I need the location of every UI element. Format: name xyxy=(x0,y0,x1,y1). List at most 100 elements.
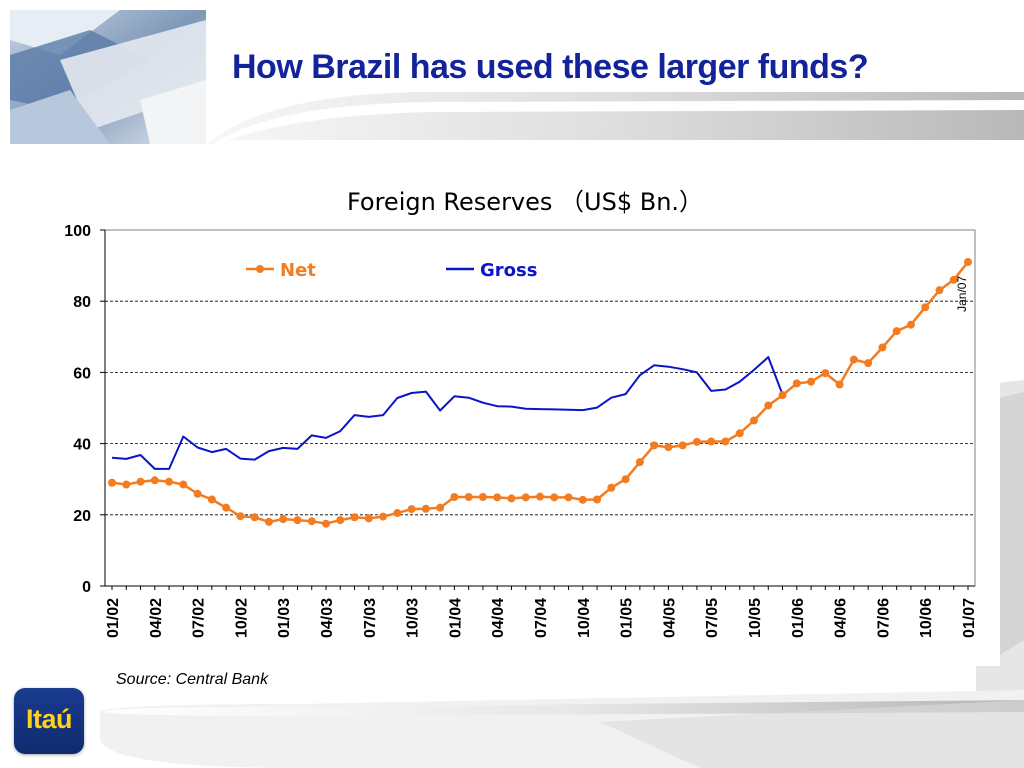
net-point xyxy=(507,494,516,503)
net-point xyxy=(264,517,273,526)
net-point xyxy=(735,429,744,438)
net-point xyxy=(878,343,887,352)
legend-net-label: Net xyxy=(280,260,316,281)
net-point xyxy=(207,495,216,504)
x-tick-label: 07/02 xyxy=(191,598,208,638)
x-tick-label: 01/05 xyxy=(619,598,636,638)
net-point xyxy=(949,275,958,284)
grid-lines xyxy=(105,300,975,516)
net-point xyxy=(393,509,402,518)
logo-text: Itaú xyxy=(25,704,73,734)
legend-net-marker xyxy=(256,265,264,273)
net-point xyxy=(664,443,673,452)
net-point xyxy=(964,258,972,267)
net-point xyxy=(778,391,787,400)
x-tick-label: 10/06 xyxy=(918,598,935,638)
net-point xyxy=(108,478,116,487)
net-point xyxy=(607,483,616,492)
net-point xyxy=(193,489,202,498)
jan07-annotation: Jan/07 xyxy=(955,276,969,312)
net-point xyxy=(236,512,245,521)
x-tick-label: 01/06 xyxy=(790,598,807,638)
net-point xyxy=(906,320,915,329)
y-tick-label: 0 xyxy=(82,579,91,596)
y-tick-labels: 0 20 40 60 80 100 xyxy=(64,223,91,596)
net-point xyxy=(921,303,930,312)
net-point xyxy=(750,416,758,425)
net-point xyxy=(350,513,359,522)
net-point xyxy=(250,513,259,522)
net-point xyxy=(407,505,416,514)
y-tick-label: 80 xyxy=(73,294,91,311)
net-point xyxy=(450,493,459,501)
net-point xyxy=(478,493,487,501)
net-point xyxy=(650,441,659,450)
x-tick-label: 10/05 xyxy=(747,598,764,638)
chart-title: Foreign Reserves （US$ Bn.） xyxy=(347,188,703,216)
x-tick-label: 10/04 xyxy=(576,598,593,638)
plot-area xyxy=(104,229,976,587)
net-point xyxy=(864,359,873,368)
net-point xyxy=(892,327,901,336)
net-point xyxy=(165,477,174,486)
x-tick-label: 04/06 xyxy=(833,598,850,638)
slide-title: How Brazil has used these larger funds? xyxy=(232,48,869,86)
net-point xyxy=(279,515,288,524)
x-tick-label: 07/04 xyxy=(533,598,550,638)
net-point xyxy=(364,514,373,523)
net-point xyxy=(521,493,530,502)
net-point xyxy=(721,437,730,446)
x-tick-label: 07/03 xyxy=(362,598,379,638)
y-tick-label: 100 xyxy=(64,223,91,240)
net-point xyxy=(379,512,388,521)
net-point xyxy=(849,355,858,364)
x-tick-label: 01/03 xyxy=(276,598,293,638)
net-point xyxy=(136,477,145,486)
net-point xyxy=(635,458,644,467)
axes xyxy=(100,229,975,590)
y-tick-label: 20 xyxy=(73,508,91,525)
x-tick-label: 04/03 xyxy=(319,598,336,638)
net-point xyxy=(935,286,944,295)
x-tick-label: 01/02 xyxy=(105,598,122,638)
net-point xyxy=(336,516,345,525)
net-point xyxy=(692,437,701,446)
x-tick-label: 01/07 xyxy=(961,598,978,638)
net-point xyxy=(707,437,716,446)
legend-gross-label: Gross xyxy=(480,260,537,281)
net-point xyxy=(678,441,687,450)
chart-panel: Foreign Reserves （US$ Bn.） 0 20 40 60 80 100 … xyxy=(38,170,1000,666)
net-point xyxy=(792,379,801,388)
itau-logo: Itaú xyxy=(14,688,84,754)
net-point xyxy=(322,519,330,528)
net-point xyxy=(307,517,316,526)
y-tick-label: 40 xyxy=(73,437,91,454)
series-lines xyxy=(108,258,972,528)
net-point xyxy=(421,504,430,513)
net-point xyxy=(150,476,159,485)
x-tick-labels: 01/02 04/02 07/02 10/02 01/03 04/03 07/03 10/03… xyxy=(105,598,978,638)
x-tick-label: 04/05 xyxy=(661,598,678,638)
net-point xyxy=(621,475,630,484)
source-note: Source: Central Bank xyxy=(116,671,269,688)
legend: Net Gross xyxy=(246,260,537,281)
net-point xyxy=(179,480,188,489)
net-point xyxy=(807,377,816,386)
x-tick-label: 04/02 xyxy=(148,598,165,638)
net-point xyxy=(764,401,773,410)
net-point xyxy=(464,493,473,501)
net-point xyxy=(293,516,302,525)
net-point xyxy=(436,503,445,512)
net-point xyxy=(536,492,544,501)
net-point xyxy=(564,493,573,502)
net-point xyxy=(222,503,231,512)
gross-line xyxy=(111,356,784,470)
net-point xyxy=(550,493,559,502)
x-tick-label: 01/04 xyxy=(447,598,464,638)
net-point xyxy=(593,495,602,504)
net-point xyxy=(578,495,587,504)
x-tick-label: 07/06 xyxy=(875,598,892,638)
net-point xyxy=(493,493,502,502)
net-point xyxy=(835,380,844,389)
net-point xyxy=(821,369,830,378)
